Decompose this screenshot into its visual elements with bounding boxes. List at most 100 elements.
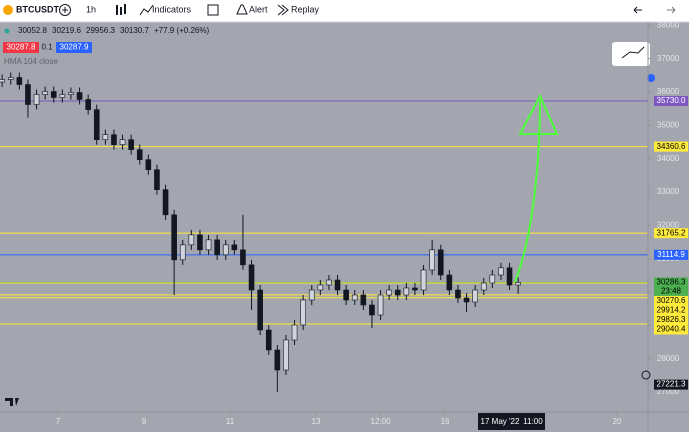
alert-icon — [236, 4, 248, 15]
plot — [0, 72, 648, 393]
candle-body — [420, 269, 427, 291]
logo — [5, 398, 19, 406]
alert-marker[interactable] — [647, 74, 656, 90]
indicators-button[interactable]: Indicators — [152, 4, 192, 14]
ohlc-value: 30130.7 — [120, 26, 149, 35]
candle-body — [326, 279, 332, 286]
price-label: 35730.0 — [657, 96, 686, 105]
price-label-box — [654, 228, 688, 239]
price-label: 31114.9 — [657, 250, 685, 259]
candle-body — [300, 299, 306, 326]
redo-button[interactable] — [667, 6, 676, 14]
candle-body — [0, 79, 5, 83]
candle-body — [154, 169, 160, 190]
price-label: 29826.3 — [657, 315, 686, 324]
buy-price: 30287.9 — [60, 43, 89, 52]
replay-icon — [277, 4, 289, 16]
candle-body — [119, 139, 126, 145]
price-label: 27221.3 — [657, 380, 686, 389]
candle-body — [403, 287, 410, 296]
alert-button[interactable]: Alert — [249, 4, 268, 14]
candle-body — [291, 324, 298, 341]
drawing-toolbar-button[interactable] — [612, 42, 650, 66]
sell-box[interactable] — [3, 42, 39, 53]
candle-body — [33, 94, 40, 105]
compare-icon — [62, 7, 68, 13]
candle-body — [472, 289, 478, 303]
price-label-box — [654, 277, 688, 297]
candle-body — [50, 91, 57, 98]
candle-body — [240, 249, 246, 266]
change: +77.9 (+0.26%) — [154, 26, 209, 35]
layout-button[interactable] — [207, 4, 219, 16]
y-tick-label: 35000 — [657, 120, 680, 129]
candle-body — [7, 77, 14, 80]
x-tick-label: 20 — [613, 417, 622, 426]
candle-body — [360, 294, 367, 306]
candle-body — [102, 134, 109, 140]
candle-body — [437, 249, 444, 276]
y-tick-label: 32000 — [657, 220, 680, 229]
candle-body — [248, 264, 255, 291]
candle-body — [446, 274, 453, 291]
candle-body — [59, 94, 66, 98]
indicator-legend: HMA 104 close — [4, 57, 58, 66]
candle-body — [506, 267, 513, 286]
candle-body — [16, 77, 23, 85]
candle-body — [136, 149, 143, 160]
x-tick-label: 16 — [441, 417, 450, 426]
candle-body — [76, 92, 83, 100]
candle-body — [308, 289, 315, 301]
x-tick-label: 9 — [142, 417, 147, 426]
candle-body — [429, 249, 435, 271]
buy-box[interactable] — [56, 42, 92, 53]
y-tick-label: 36000 — [657, 87, 680, 96]
symbol[interactable]: BTCUSDT — [16, 4, 59, 14]
candle-body — [283, 339, 289, 371]
price-label-box — [654, 324, 688, 335]
candle-body — [480, 282, 487, 291]
toolbar — [0, 0, 689, 22]
candle-body — [265, 329, 272, 351]
drawn-arrowhead — [518, 93, 559, 135]
candle-body — [317, 284, 324, 291]
candle-body — [205, 239, 212, 251]
candle-body — [171, 214, 177, 261]
compare-button[interactable] — [59, 4, 71, 16]
countdown: 23:48 — [661, 287, 682, 296]
candle-body — [274, 349, 281, 371]
candle-body — [85, 99, 91, 110]
add-button[interactable] — [641, 370, 651, 380]
candle-body — [463, 297, 470, 303]
ohlc-value: 30052.8 — [18, 26, 47, 35]
price-label-box — [654, 305, 688, 316]
undo-button[interactable] — [633, 6, 642, 14]
chart-type-button[interactable] — [116, 4, 126, 15]
x-tick-label: 12:00 — [371, 417, 392, 426]
price-label: 30270.6 — [657, 296, 686, 305]
candle-body — [93, 109, 100, 140]
candle-body — [369, 304, 375, 316]
y-tick-label: 34000 — [657, 154, 680, 163]
indicators-icon — [139, 4, 154, 16]
candle-body — [162, 189, 169, 216]
candle-body — [42, 91, 48, 95]
price-label: 30286.3 — [657, 278, 686, 287]
y-tick-label: 38000 — [657, 20, 680, 29]
time-label: 11:00 — [523, 417, 543, 426]
interval[interactable]: 1h — [86, 4, 96, 14]
candle-body — [394, 289, 401, 296]
candle-body — [128, 139, 134, 150]
candle-body — [68, 92, 74, 95]
replay-button[interactable]: Replay — [291, 4, 320, 14]
legend: 30052.8 30219.6 29956.3 30130.7 +77.9 (+0.26… — [18, 26, 209, 35]
sell-price: 30287.8 — [7, 43, 36, 52]
candle-body — [377, 294, 384, 316]
spread: 0.1 — [41, 43, 53, 52]
candle-body — [257, 289, 263, 331]
y-tick-label: 28000 — [657, 354, 680, 363]
ohlc-value: 30219.6 — [52, 26, 81, 35]
symbol-icon[interactable] — [3, 5, 13, 15]
candle-body — [498, 267, 504, 276]
